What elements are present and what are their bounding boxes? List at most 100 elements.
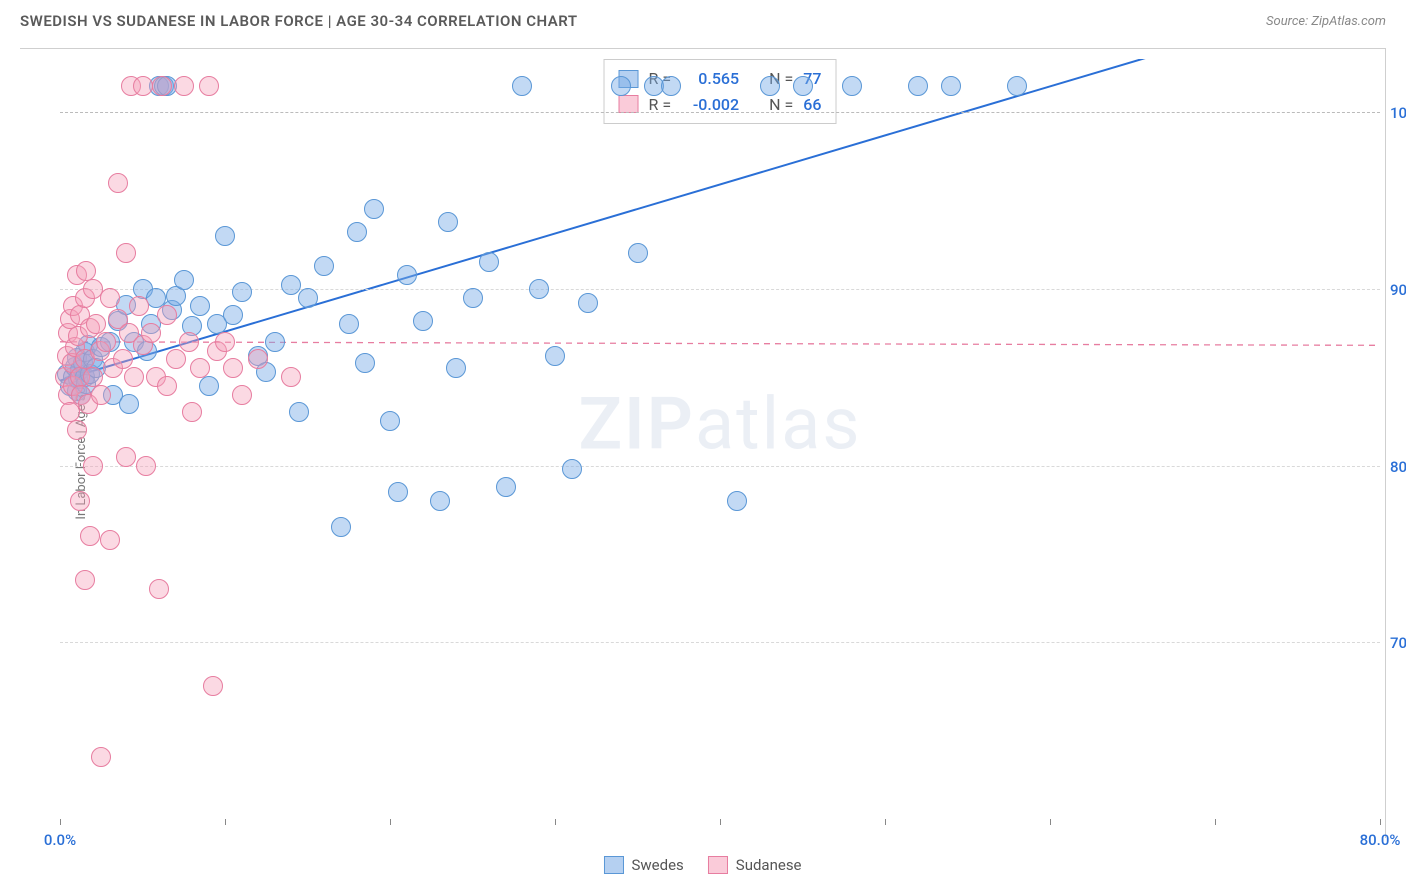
data-point [661, 76, 681, 96]
data-point [908, 76, 928, 96]
n-value: 66 [803, 92, 821, 118]
data-point [611, 76, 631, 96]
y-tick-label: 80.0% [1390, 458, 1406, 476]
data-point [331, 517, 351, 537]
n-label: N = [769, 92, 793, 118]
data-point [232, 282, 252, 302]
data-point [512, 76, 532, 96]
x-tick-label: 80.0% [1360, 831, 1401, 849]
x-tick [1050, 819, 1051, 825]
data-point [397, 265, 417, 285]
legend-swatch [603, 856, 623, 874]
data-point [190, 296, 210, 316]
data-point [562, 459, 582, 479]
data-point [67, 420, 87, 440]
data-point [413, 311, 433, 331]
data-point [760, 76, 780, 96]
data-point [190, 358, 210, 378]
r-value: -0.002 [681, 92, 739, 118]
x-tick [1215, 819, 1216, 825]
data-point [116, 447, 136, 467]
chart-title: SWEDISH VS SUDANESE IN LABOR FORCE | AGE… [20, 12, 578, 30]
data-point [141, 323, 161, 343]
legend-item: Swedes [603, 856, 683, 874]
x-tick [885, 819, 886, 825]
data-point [446, 358, 466, 378]
data-point [83, 456, 103, 476]
data-point [380, 411, 400, 431]
plot-area: ZIPatlas R =0.565N =77R =-0.002N =66 100… [60, 59, 1380, 819]
data-point [941, 76, 961, 96]
data-point [289, 402, 309, 422]
data-point [80, 526, 100, 546]
data-point [91, 385, 111, 405]
data-point [842, 76, 862, 96]
data-point [388, 482, 408, 502]
data-point [199, 376, 219, 396]
data-point [157, 305, 177, 325]
data-point [124, 367, 144, 387]
data-point [430, 491, 450, 511]
data-point [174, 270, 194, 290]
data-point [96, 332, 116, 352]
x-tick [225, 819, 226, 825]
data-point [1007, 76, 1027, 96]
data-point [347, 222, 367, 242]
y-tick-label: 90.0% [1390, 281, 1406, 299]
data-point [248, 349, 268, 369]
data-point [438, 212, 458, 232]
chart-container: In Labor Force | Age 30-34 ZIPatlas R =0… [20, 48, 1386, 838]
gridline: 90.0% [60, 289, 1380, 290]
data-point [119, 394, 139, 414]
legend: Swedes Sudanese [603, 856, 801, 874]
watermark: ZIPatlas [578, 381, 861, 466]
data-point [223, 358, 243, 378]
data-point [91, 747, 111, 767]
gridline: 80.0% [60, 466, 1380, 467]
data-point [182, 402, 202, 422]
data-point [203, 676, 223, 696]
data-point [364, 199, 384, 219]
data-point [116, 243, 136, 263]
x-tick-label: 0.0% [44, 831, 76, 849]
data-point [496, 477, 516, 497]
data-point [215, 226, 235, 246]
stats-row: R =-0.002N =66 [619, 92, 822, 118]
data-point [727, 491, 747, 511]
r-value: 0.565 [681, 66, 739, 92]
y-tick-label: 70.0% [1390, 634, 1406, 652]
data-point [166, 349, 186, 369]
data-point [628, 243, 648, 263]
legend-label: Swedes [631, 856, 683, 874]
x-tick [720, 819, 721, 825]
data-point [355, 353, 375, 373]
legend-item: Sudanese [708, 856, 802, 874]
data-point [152, 76, 172, 96]
series-swatch [619, 95, 639, 113]
trend-line [60, 342, 1380, 346]
data-point [215, 332, 235, 352]
data-point [545, 346, 565, 366]
legend-swatch [708, 856, 728, 874]
x-tick [390, 819, 391, 825]
data-point [339, 314, 359, 334]
data-point [232, 385, 252, 405]
y-tick-label: 100.0% [1390, 104, 1406, 122]
data-point [199, 76, 219, 96]
data-point [298, 288, 318, 308]
data-point [133, 76, 153, 96]
data-point [174, 76, 194, 96]
source-label: Source: ZipAtlas.com [1266, 14, 1386, 29]
data-point [113, 349, 133, 369]
gridline: 70.0% [60, 642, 1380, 643]
data-point [100, 288, 120, 308]
data-point [793, 76, 813, 96]
data-point [179, 332, 199, 352]
data-point [129, 296, 149, 316]
data-point [70, 491, 90, 511]
data-point [100, 530, 120, 550]
data-point [281, 367, 301, 387]
data-point [136, 456, 156, 476]
data-point [149, 579, 169, 599]
data-point [108, 173, 128, 193]
